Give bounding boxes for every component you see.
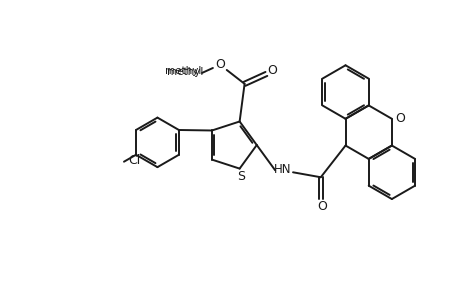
Text: methyl: methyl — [165, 66, 201, 76]
Text: O: O — [316, 200, 326, 214]
Text: HN: HN — [274, 163, 291, 176]
Text: O: O — [267, 64, 277, 77]
Text: O: O — [214, 58, 224, 70]
Text: S: S — [236, 170, 244, 183]
Text: O: O — [394, 112, 404, 125]
Text: methyl: methyl — [167, 67, 203, 77]
Text: Cl: Cl — [128, 154, 140, 167]
